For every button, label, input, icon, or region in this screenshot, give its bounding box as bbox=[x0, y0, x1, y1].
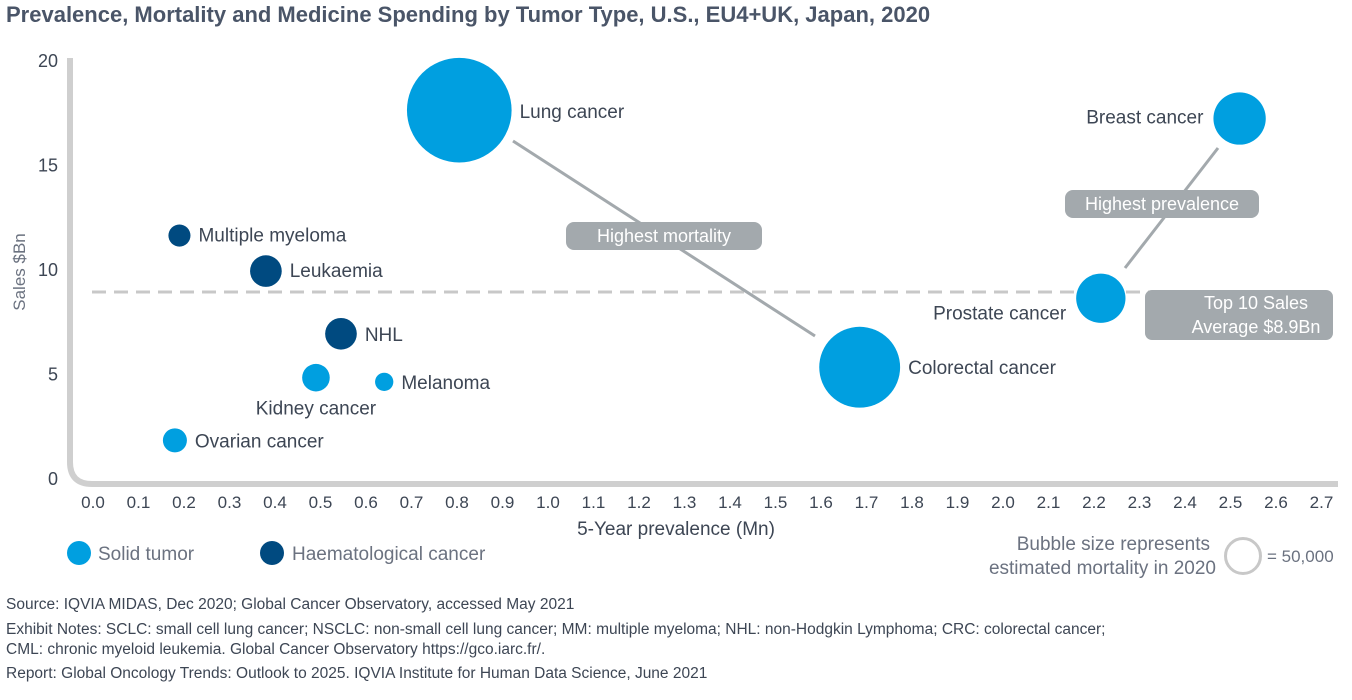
y-tick-label: 10 bbox=[38, 260, 58, 280]
x-tick-label: 2.4 bbox=[1173, 493, 1197, 512]
x-tick-label: 1.7 bbox=[855, 493, 879, 512]
y-tick-label: 0 bbox=[48, 469, 58, 489]
bubble-point bbox=[1213, 92, 1266, 145]
x-tick-label: 2.1 bbox=[1037, 493, 1061, 512]
x-tick-label: 1.0 bbox=[536, 493, 560, 512]
x-tick-label: 1.3 bbox=[673, 493, 697, 512]
x-tick-label: 2.7 bbox=[1310, 493, 1334, 512]
bubble-label: Leukaemia bbox=[290, 261, 383, 282]
bubble-label: Prostate cancer bbox=[933, 303, 1067, 324]
bubble-point bbox=[406, 57, 512, 163]
callout-box bbox=[1065, 190, 1259, 218]
bubble-label: NHL bbox=[365, 325, 403, 346]
x-tick-label: 2.6 bbox=[1264, 493, 1288, 512]
bubble-point bbox=[302, 363, 330, 392]
callout-text: Highest prevalence bbox=[1085, 194, 1239, 214]
x-tick-label: 1.2 bbox=[627, 493, 651, 512]
x-tick-label: 2.3 bbox=[1128, 493, 1152, 512]
bubble-point bbox=[325, 317, 357, 350]
bubble-point bbox=[819, 326, 901, 408]
x-tick-label: 1.1 bbox=[582, 493, 606, 512]
average-label-line2: Average $8.9Bn bbox=[1192, 317, 1321, 337]
size-legend-value: = 50,000 bbox=[1267, 547, 1334, 566]
bubble-label: Kidney cancer bbox=[256, 399, 377, 420]
source-note: Source: IQVIA MIDAS, Dec 2020; Global Ca… bbox=[6, 596, 575, 613]
y-axis-label: Sales $Bn bbox=[10, 233, 29, 311]
average-label-line1: Top 10 Sales bbox=[1204, 293, 1308, 313]
size-legend-line2: estimated mortality in 2020 bbox=[989, 558, 1216, 579]
x-tick-label: 1.6 bbox=[809, 493, 833, 512]
bubble-point bbox=[1076, 273, 1126, 323]
y-tick-label: 20 bbox=[38, 51, 58, 71]
bubble-label: Melanoma bbox=[401, 373, 490, 394]
legend-swatch bbox=[260, 541, 284, 565]
bubble-label: Multiple myeloma bbox=[198, 226, 346, 247]
axes: 0 5 10 15 20 0.0 0.1 0.2 0.3 0.4 0.5 0.6 0.7 0.8 0.9 1.… bbox=[10, 51, 1338, 540]
size-legend-line1: Bubble size represents bbox=[1017, 534, 1210, 555]
reference-line-group: Top 10 Sales Average $8.9Bn bbox=[92, 290, 1333, 340]
bubble-point bbox=[375, 372, 394, 392]
legend-label: Haematological cancer bbox=[292, 544, 486, 565]
x-tick-label: 2.5 bbox=[1219, 493, 1243, 512]
legend-label: Solid tumor bbox=[98, 544, 195, 565]
x-tick-label: 1.8 bbox=[900, 493, 924, 512]
bubble-chart: 0 5 10 15 20 0.0 0.1 0.2 0.3 0.4 0.5 0.6 0.7 0.8 0.9 1.… bbox=[10, 51, 1338, 579]
bubble-point bbox=[162, 428, 187, 453]
x-tick-label: 2.2 bbox=[1082, 493, 1106, 512]
exhibit-notes-line2: CML: chronic myeloid leukemia. Global Ca… bbox=[6, 641, 546, 658]
x-tick-label: 2.0 bbox=[991, 493, 1015, 512]
x-tick-label: 0.7 bbox=[400, 493, 424, 512]
x-tick-label: 1.5 bbox=[764, 493, 788, 512]
x-tick-label: 0.2 bbox=[172, 493, 196, 512]
y-tick-label: 5 bbox=[48, 365, 58, 385]
size-legend-circle bbox=[1224, 537, 1262, 575]
x-tick-label: 0.1 bbox=[127, 493, 151, 512]
bubble-label: Breast cancer bbox=[1086, 108, 1204, 129]
bubble-label: Colorectal cancer bbox=[908, 358, 1057, 379]
x-tick-label: 0.4 bbox=[263, 493, 287, 512]
x-tick-label: 0.8 bbox=[445, 493, 469, 512]
average-label-box bbox=[1145, 290, 1333, 340]
report-note: Report: Global Oncology Trends: Outlook … bbox=[6, 665, 708, 682]
bubble-point bbox=[250, 255, 282, 287]
legend-swatch bbox=[67, 541, 91, 565]
bubble-point bbox=[168, 224, 191, 247]
legend-group: Solid tumor Haematological cancer Bubble s… bbox=[67, 534, 1334, 579]
chart-title: Prevalence, Mortality and Medicine Spend… bbox=[6, 2, 931, 27]
bubbles-group: Lung cancer Breast cancer Multiple myeloma… bbox=[162, 57, 1266, 453]
callout-box bbox=[566, 222, 762, 250]
x-axis-label: 5-Year prevalence (Mn) bbox=[577, 519, 775, 540]
x-tick-label: 0.9 bbox=[491, 493, 515, 512]
x-tick-label: 0.0 bbox=[81, 493, 105, 512]
callout-text: Highest mortality bbox=[597, 226, 731, 246]
x-tick-label: 1.9 bbox=[946, 493, 970, 512]
x-tick-label: 1.4 bbox=[718, 493, 742, 512]
exhibit-notes-line1: Exhibit Notes: SCLC: small cell lung can… bbox=[6, 621, 1106, 638]
x-tick-label: 0.3 bbox=[218, 493, 242, 512]
axis-frame bbox=[67, 58, 1338, 487]
x-tick-label: 0.6 bbox=[354, 493, 378, 512]
y-tick-label: 15 bbox=[38, 156, 58, 176]
bubble-label: Lung cancer bbox=[520, 102, 625, 123]
x-tick-label: 0.5 bbox=[309, 493, 333, 512]
callouts-group: Highest mortality Highest prevalence bbox=[512, 139, 1259, 338]
bubble-label: Ovarian cancer bbox=[195, 431, 325, 452]
